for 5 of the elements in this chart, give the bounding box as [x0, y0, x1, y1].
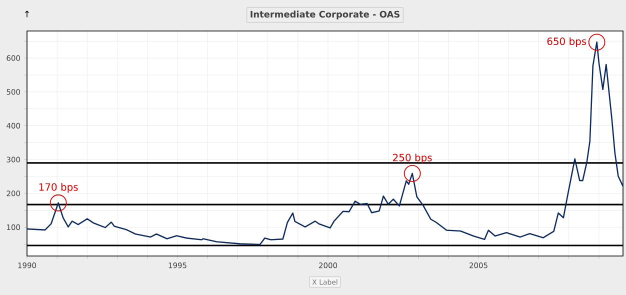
annotation: 170 bps [39, 183, 78, 193]
annotation: 650 bps [547, 37, 586, 47]
chart-title: Intermediate Corporate - OAS [250, 10, 400, 20]
text: ↑ [25, 10, 29, 18]
annotation: 250 bps [393, 154, 432, 164]
